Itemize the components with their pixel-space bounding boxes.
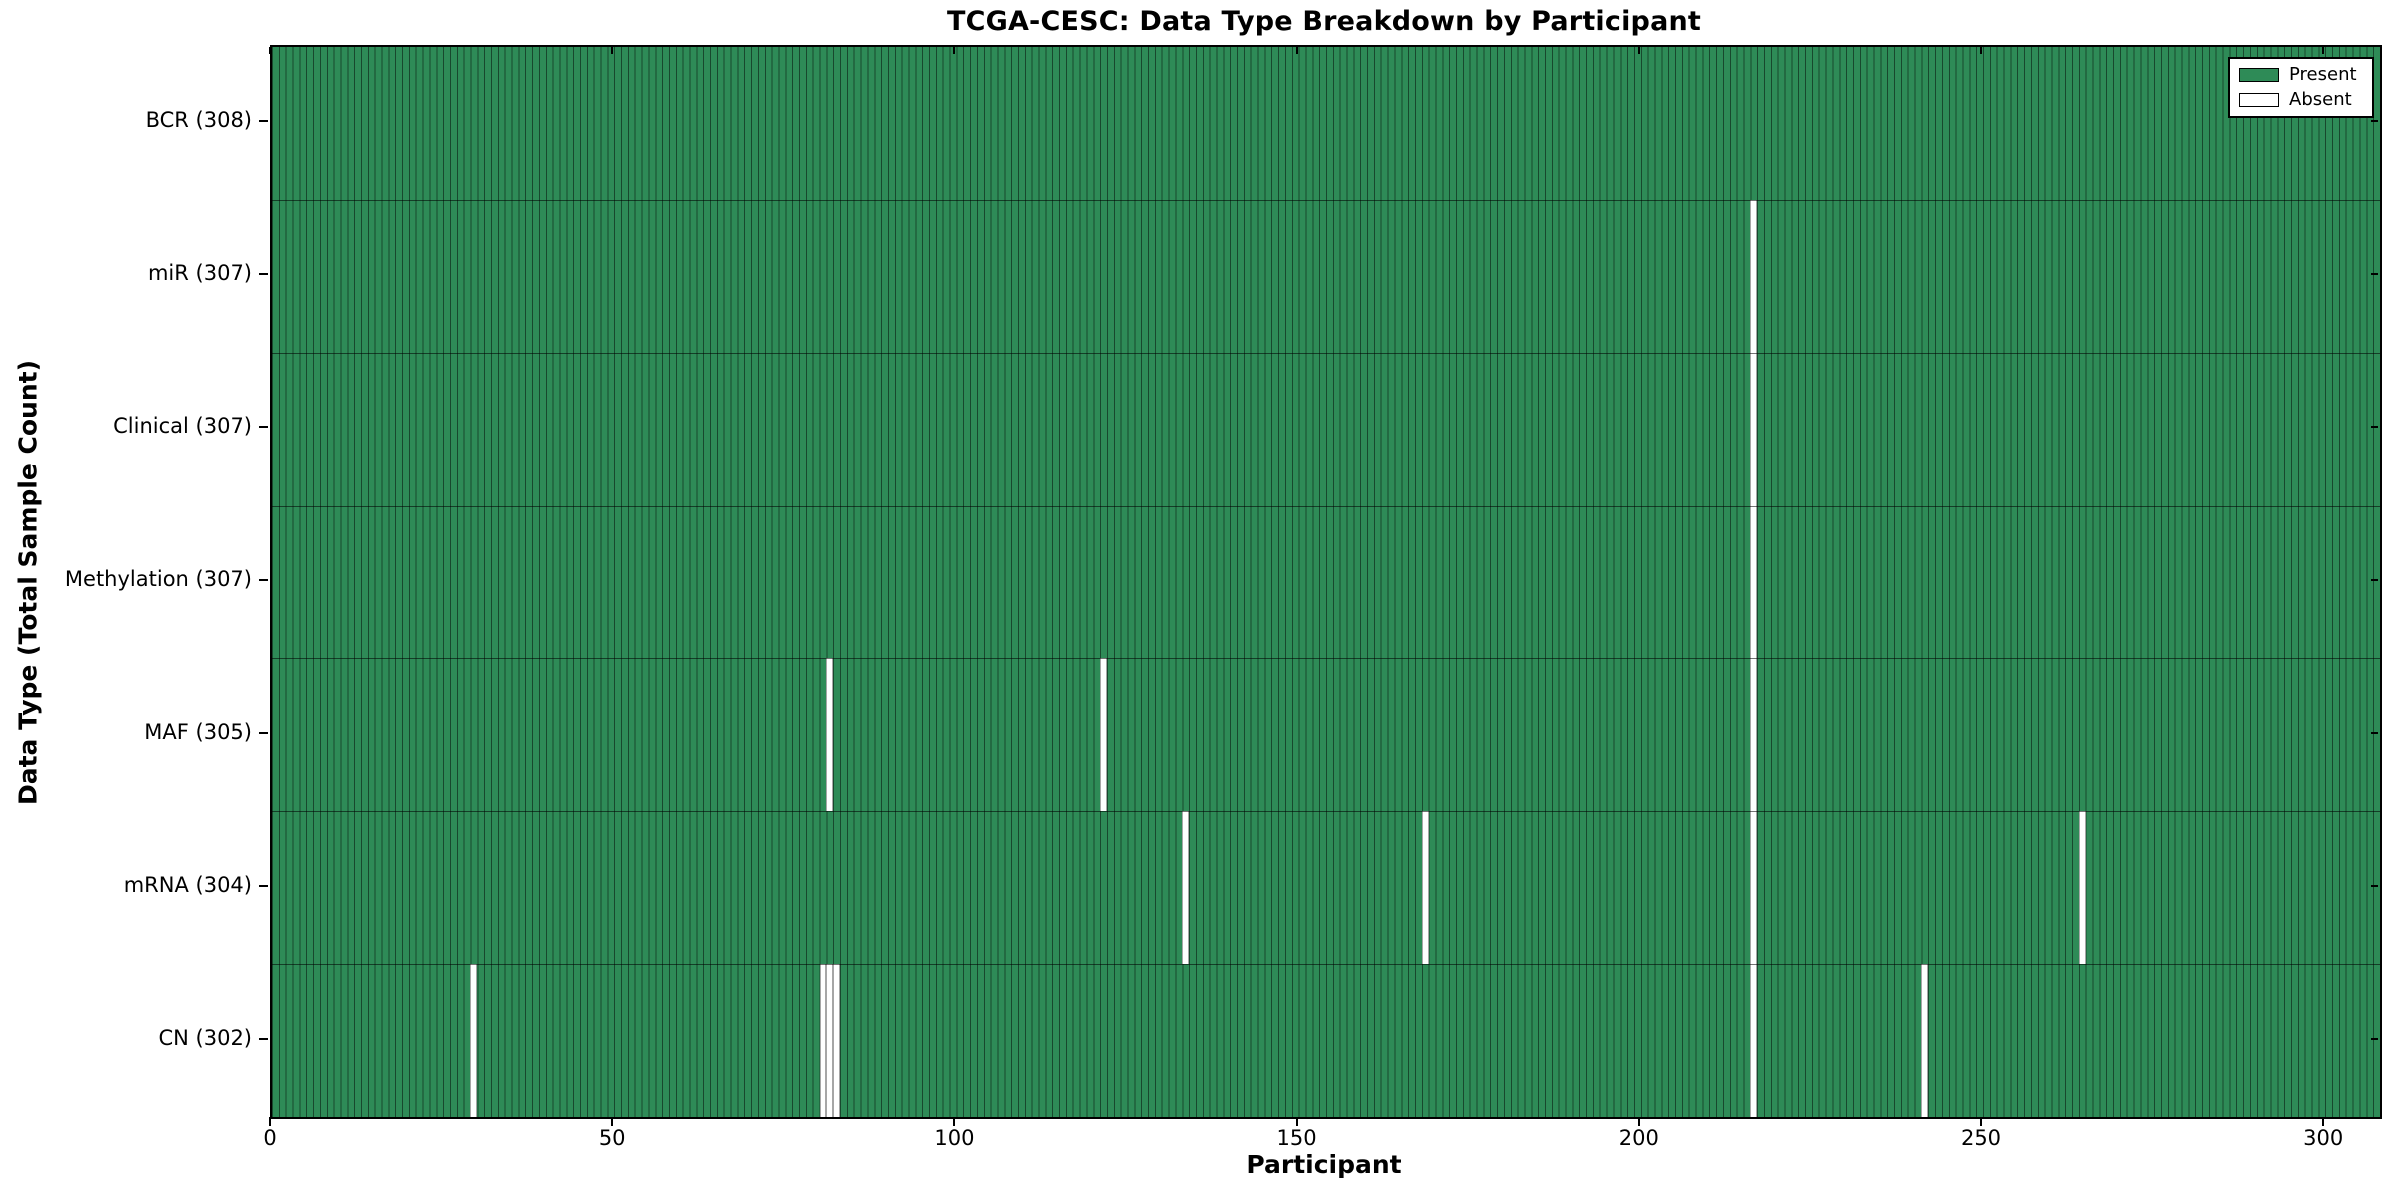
y-tick-mark (2371, 579, 2378, 581)
y-tick-mark (2371, 1037, 2378, 1040)
x-tick-mark (2322, 47, 2325, 54)
row-divider (272, 658, 2380, 660)
y-tick-mark (2371, 426, 2378, 429)
x-tick-mark (1637, 1117, 1640, 1126)
absent-bar-CN-80 (819, 964, 827, 1117)
legend-entry-absent: Absent (2239, 91, 2364, 109)
absent-bar-mRNA-216 (1750, 811, 1758, 965)
row-divider (272, 811, 2380, 813)
y-tick-mark (259, 579, 268, 581)
row-divider (272, 352, 2380, 354)
x-tick-mark (1637, 47, 1640, 54)
x-tick-mark (1295, 47, 1298, 54)
x-tick-label-50: 50 (598, 1126, 626, 1150)
legend-label-present: Present (2289, 64, 2357, 85)
y-tick-label-MAF: MAF (305) (144, 719, 252, 744)
y-tick-label-CN: CN (302) (158, 1025, 252, 1050)
x-axis-label: Participant (1246, 1150, 1402, 1179)
y-tick-label-BCR: BCR (308) (145, 108, 252, 133)
x-tick-label-250: 250 (1960, 1126, 2002, 1150)
y-tick-mark (259, 731, 268, 734)
absent-bar-CN-216 (1750, 964, 1758, 1117)
legend: Present Absent (2228, 57, 2374, 118)
x-tick-mark (611, 47, 614, 54)
absent-bar-CN-81 (826, 964, 834, 1117)
present-bars-field (272, 47, 2380, 1117)
absent-bar-Methylation-216 (1750, 505, 1758, 659)
absent-bar-MAF-81 (826, 658, 834, 812)
x-tick-mark (2322, 1117, 2325, 1126)
y-tick-mark (259, 426, 268, 429)
y-tick-mark (2371, 884, 2378, 887)
x-tick-mark (953, 1117, 956, 1126)
absent-bar-mRNA-133 (1182, 811, 1190, 965)
x-tick-label-200: 200 (1618, 1126, 1659, 1150)
x-tick-mark (1980, 1117, 1982, 1126)
row-divider (272, 964, 2380, 966)
absent-bar-MAF-216 (1750, 658, 1758, 812)
y-tick-mark (259, 884, 268, 887)
absent-bar-mRNA-168 (1421, 811, 1429, 965)
absent-bar-miR-216 (1750, 199, 1758, 353)
absent-bar-CN-29 (470, 964, 478, 1117)
y-tick-mark (2371, 120, 2378, 123)
legend-label-absent: Absent (2289, 89, 2352, 110)
chart-title: TCGA-CESC: Data Type Breakdown by Partic… (946, 6, 1702, 37)
legend-swatch-absent (2239, 93, 2279, 107)
absent-bar-CN-82 (833, 964, 841, 1117)
x-tick-mark (611, 1117, 614, 1126)
legend-entry-present: Present (2239, 66, 2364, 84)
absent-bar-Clinical-216 (1750, 352, 1758, 506)
row-divider (272, 199, 2380, 201)
x-tick-mark (269, 47, 271, 54)
y-tick-mark (259, 273, 268, 276)
plot-area (270, 45, 2382, 1119)
x-tick-label-300: 300 (2303, 1126, 2344, 1150)
y-tick-mark (259, 1037, 268, 1040)
x-tick-mark (269, 1117, 271, 1126)
absent-bar-MAF-121 (1100, 658, 1107, 812)
x-tick-mark (953, 47, 956, 54)
absent-bar-mRNA-264 (2078, 811, 2086, 965)
legend-swatch-present (2239, 68, 2279, 82)
y-tick-mark (2371, 731, 2378, 734)
y-tick-mark (259, 120, 268, 123)
absent-bar-CN-241 (1921, 964, 1929, 1117)
x-tick-mark (1295, 1117, 1298, 1126)
row-divider (272, 505, 2380, 507)
x-tick-label-150: 150 (1276, 1126, 1317, 1150)
y-tick-label-mRNA: mRNA (304) (123, 872, 252, 897)
y-tick-label-miR: miR (307) (147, 261, 252, 286)
x-tick-label-100: 100 (934, 1126, 975, 1150)
x-tick-label-0: 0 (263, 1126, 277, 1150)
y-tick-mark (2371, 273, 2378, 276)
x-tick-mark (1980, 47, 1982, 54)
y-tick-label-Clinical: Clinical (307) (113, 414, 252, 439)
y-tick-label-Methylation: Methylation (307) (64, 567, 252, 591)
